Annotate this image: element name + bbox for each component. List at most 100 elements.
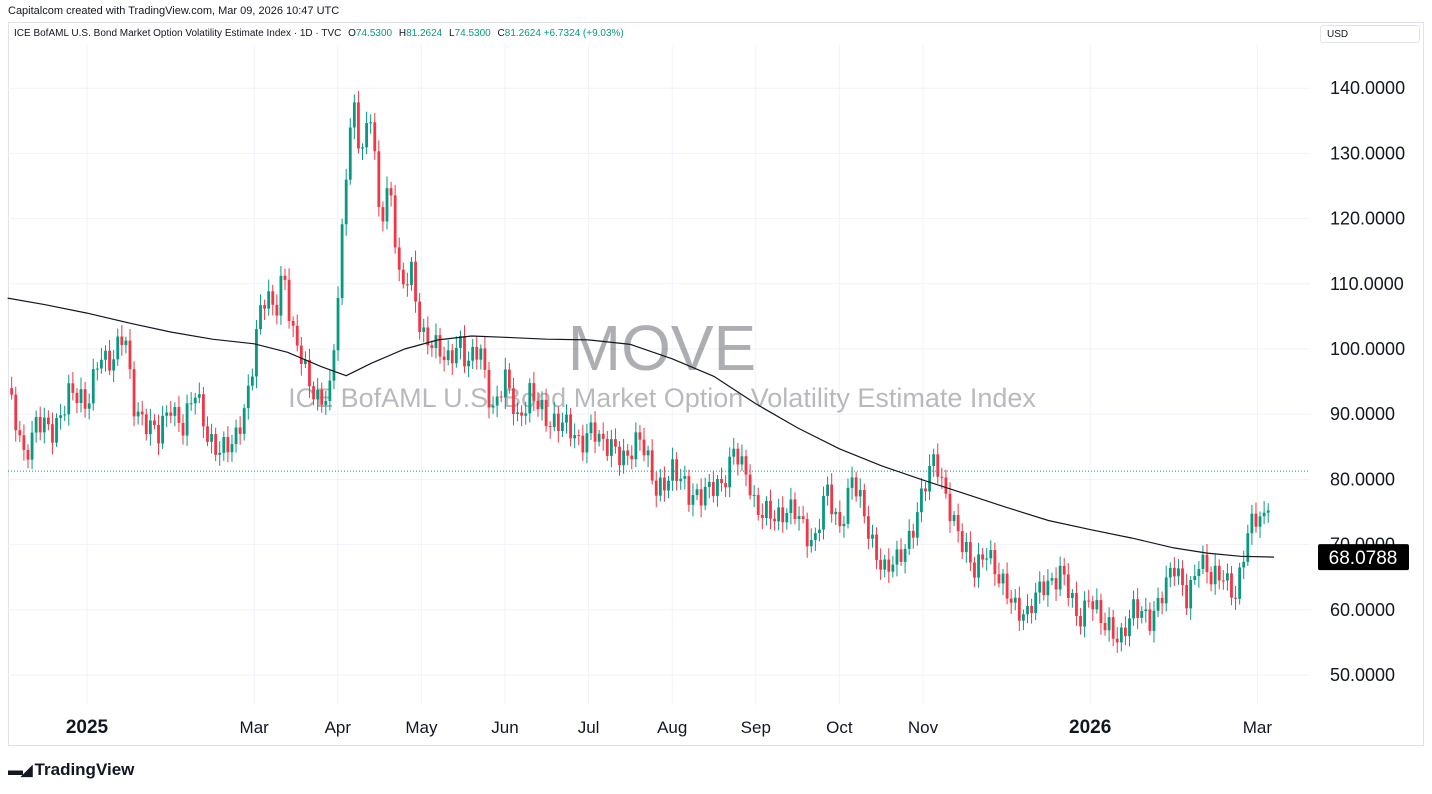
candle-body: [234, 427, 238, 445]
candle-body: [434, 335, 438, 348]
y-tick-label: 90.0000: [1330, 404, 1395, 424]
candle-body: [361, 147, 364, 149]
candle-body: [332, 350, 336, 381]
candle-body: [446, 350, 450, 361]
candle-body: [573, 435, 577, 439]
candle-body: [1201, 554, 1205, 569]
candle-body: [1156, 597, 1160, 611]
currency-selector[interactable]: USD: [1320, 25, 1420, 43]
candle-body: [663, 477, 666, 491]
candle-body: [128, 340, 132, 370]
candle-body: [740, 456, 744, 465]
candle-body: [418, 301, 422, 332]
candle-body: [389, 188, 393, 196]
candle-body: [67, 383, 71, 415]
candle-body: [132, 369, 136, 417]
candle-body: [316, 389, 320, 400]
candle-body: [728, 456, 732, 488]
candle-body: [165, 412, 169, 416]
candle-body: [22, 435, 26, 450]
candle-body: [1238, 567, 1242, 599]
candle-body: [471, 346, 475, 361]
candle-body: [218, 452, 222, 455]
x-tick-label: Jun: [491, 718, 518, 737]
symbol-legend[interactable]: ICE BofAML U.S. Bond Market Option Volat…: [14, 28, 624, 39]
candle-body: [675, 459, 679, 482]
candle-body: [124, 340, 128, 346]
candle-body: [34, 417, 38, 433]
candle-body: [1042, 581, 1046, 596]
candle-body: [634, 432, 638, 460]
candle-body: [687, 476, 691, 505]
candle-body: [903, 548, 907, 562]
candle-body: [785, 513, 789, 523]
tradingview-logo[interactable]: ▬◢ TradingView: [8, 760, 134, 780]
candle-body: [818, 529, 821, 534]
chart-pane-frame: [8, 22, 1424, 746]
candle-body: [226, 437, 230, 453]
candle-body: [108, 350, 111, 371]
candle-body: [781, 507, 785, 523]
candle-body: [724, 483, 728, 488]
candle-body: [1250, 513, 1254, 534]
candle-body: [1148, 609, 1152, 631]
candle-body: [1181, 568, 1184, 586]
candle-body: [401, 269, 405, 285]
candle-body: [1054, 578, 1058, 590]
legend-low-label: L: [449, 28, 455, 39]
candle-body: [1091, 601, 1095, 610]
candle-body: [683, 476, 687, 479]
candle-body: [842, 523, 846, 527]
y-tick-label: 60.0000: [1330, 600, 1395, 620]
candle-body: [1152, 610, 1156, 631]
candle-body: [287, 279, 291, 321]
candle-body: [801, 516, 805, 520]
candle-body: [1258, 516, 1262, 527]
candle-body: [944, 477, 948, 494]
candle-body: [42, 417, 46, 433]
candle-body: [181, 422, 185, 436]
candle-body: [222, 437, 226, 453]
candle-body: [320, 389, 324, 405]
candle-body: [1030, 605, 1033, 613]
candle-body: [246, 385, 250, 409]
candle-body: [483, 348, 487, 370]
candle-body: [805, 519, 809, 547]
candle-body: [985, 558, 989, 560]
candle-body: [911, 530, 915, 538]
candle-body: [185, 403, 189, 436]
candle-body: [336, 298, 340, 351]
candle-body: [716, 478, 719, 496]
moving-average: [7, 297, 1275, 558]
candle-body: [1234, 597, 1237, 599]
candle-body: [100, 359, 103, 369]
candle-body: [528, 383, 532, 414]
symbol-watermark: MOVE ICE BofAML U.S. Bond Market Option …: [288, 312, 1036, 413]
candle-body: [71, 383, 75, 393]
candle-body: [238, 427, 242, 434]
candle-body: [769, 500, 772, 519]
candle-body: [691, 495, 695, 505]
candle-body: [597, 433, 601, 442]
candle-body: [59, 415, 63, 418]
candle-body: [324, 400, 328, 405]
candle-body: [250, 376, 254, 386]
candle-body: [956, 515, 960, 532]
candle-body: [891, 564, 895, 572]
candle-body: [887, 559, 891, 572]
candle-body: [797, 516, 801, 519]
x-tick-label: Apr: [325, 718, 352, 737]
candle-body: [1254, 513, 1258, 527]
candle-body: [177, 407, 181, 423]
candle-body: [173, 407, 177, 416]
candle-body: [14, 394, 18, 431]
candle-body: [883, 559, 887, 570]
candle-body: [960, 531, 964, 553]
candle-body: [707, 481, 711, 487]
candle-body: [879, 559, 883, 570]
candle-body: [532, 383, 536, 401]
candle-body: [352, 102, 356, 128]
candle-body: [773, 518, 776, 522]
candle-body: [642, 439, 646, 456]
